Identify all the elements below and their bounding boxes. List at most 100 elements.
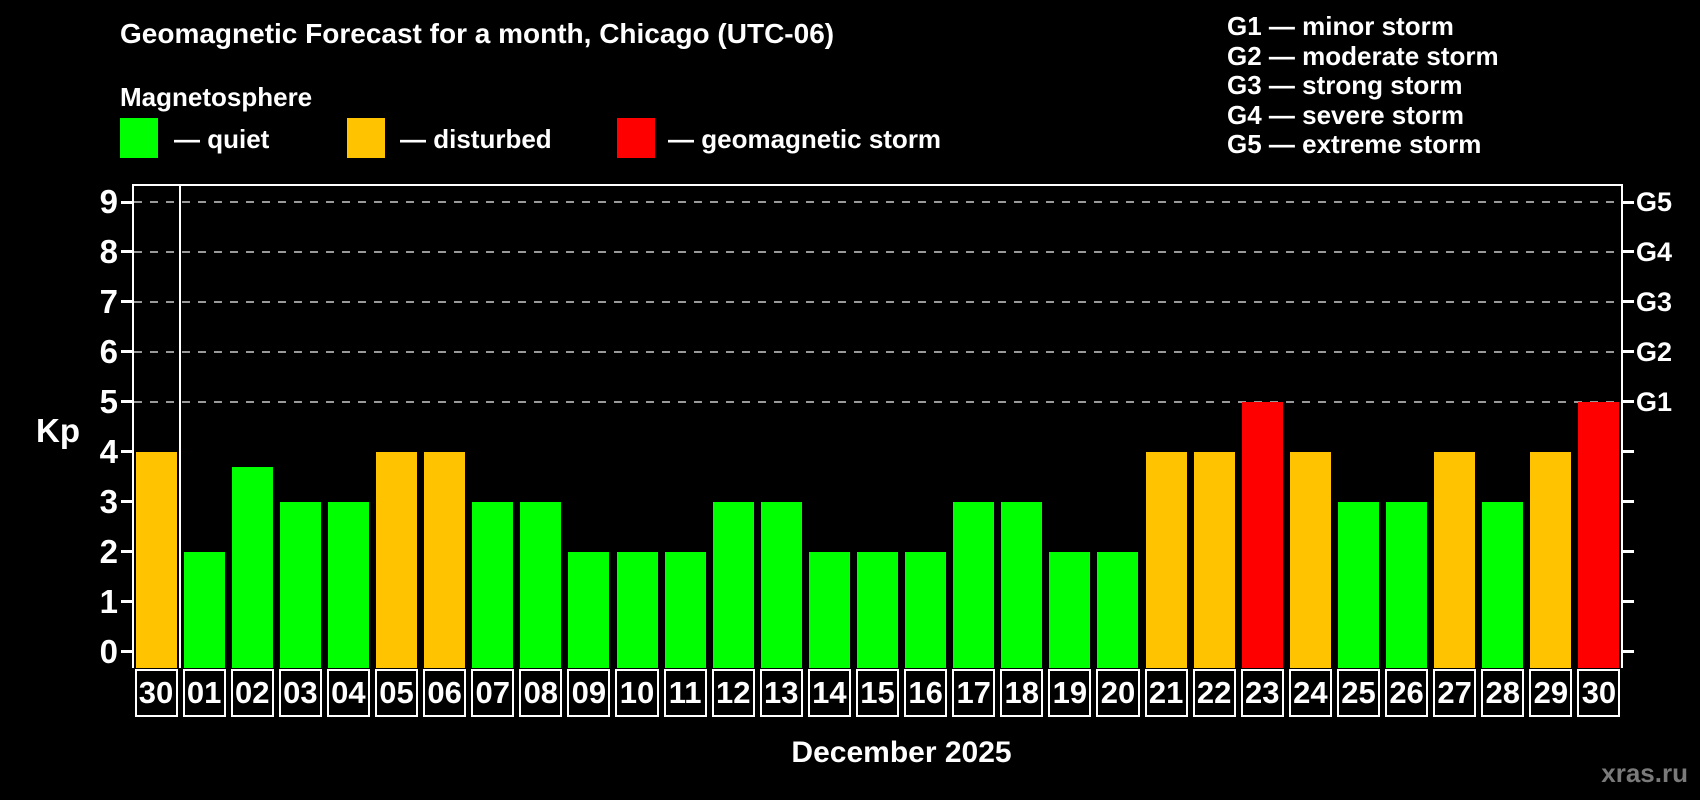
kp-bar-day-15: [857, 551, 898, 668]
chart-title: Geomagnetic Forecast for a month, Chicag…: [120, 18, 835, 49]
x-label-day-28: 28: [1481, 669, 1525, 717]
kp-bar-day-08: [520, 501, 562, 668]
y-label-3: 3: [99, 482, 118, 520]
tick-right-2: [1623, 550, 1634, 554]
tick-right-3: [1623, 500, 1634, 504]
x-label-day-26: 26: [1385, 669, 1429, 717]
tick-right-5: [1623, 400, 1634, 404]
tick-left-2: [121, 550, 132, 554]
kp-bar-day-22: [1193, 451, 1235, 668]
x-label-day-23: 23: [1240, 669, 1284, 717]
tick-left-0: [121, 650, 132, 653]
quiet-legend-swatch: [120, 118, 158, 158]
x-label-day-09: 09: [567, 669, 611, 717]
x-label-day-04: 04: [326, 669, 370, 717]
x-label-day-02: 02: [230, 669, 274, 717]
x-label-day-24: 24: [1288, 669, 1332, 717]
kp-bar-day-26: [1386, 501, 1428, 668]
tick-right-9: [1623, 200, 1634, 204]
kp-bar-day-17: [953, 501, 995, 668]
kp-bar-day-04: [327, 501, 369, 668]
storm-scale-line-g5: G5 — extreme storm: [1227, 129, 1482, 159]
g-label-g1: G1: [1636, 386, 1673, 417]
watermark: xras.ru: [1601, 758, 1688, 788]
storm-scale-legend: G1 — minor storm G2 — moderate storm G3 — …: [1227, 11, 1499, 160]
y-label-5: 5: [99, 382, 118, 420]
x-label-day-08: 08: [519, 669, 563, 717]
kp-bar-day-05: [376, 451, 418, 668]
kp-bar-day-16: [905, 551, 947, 668]
x-label-day-14: 14: [807, 669, 851, 717]
x-label-day-16: 16: [904, 669, 948, 717]
x-label-day-12: 12: [711, 669, 755, 717]
y-axis-title: Kp: [36, 412, 80, 449]
disturbed-legend-swatch: [347, 118, 385, 158]
x-label-day-07: 07: [471, 669, 515, 717]
tick-left-5: [121, 400, 132, 404]
tick-left-4: [121, 450, 132, 454]
y-label-2: 2: [99, 532, 118, 570]
tick-right-7: [1623, 300, 1634, 304]
kp-bar-day-09: [568, 551, 610, 668]
g-label-g4: G4: [1636, 236, 1673, 267]
kp-bar-day-11: [664, 551, 706, 668]
kp-bar-day-19: [1049, 551, 1091, 668]
kp-bar-day-30: [135, 451, 177, 668]
kp-bar-day-27: [1434, 451, 1476, 668]
kp-bar-day-24: [1289, 451, 1331, 668]
x-label-day-11: 11: [663, 669, 707, 717]
tick-left-7: [121, 300, 132, 304]
x-label-day-29: 29: [1529, 669, 1573, 717]
tick-right-8: [1623, 250, 1634, 254]
x-label-day-13: 13: [759, 669, 803, 717]
kp-bar-day-20: [1097, 551, 1139, 668]
y-label-9: 9: [99, 183, 118, 221]
gridline-kp-5: [134, 400, 1621, 403]
x-label-day-19: 19: [1048, 669, 1092, 717]
y-label-8: 8: [99, 232, 118, 270]
x-label-day-06: 06: [423, 669, 467, 717]
disturbed-legend-label: — disturbed: [400, 124, 552, 154]
x-label-day-05: 05: [374, 669, 419, 717]
x-label-day-20: 20: [1096, 669, 1140, 717]
kp-bar-day-06: [424, 451, 466, 668]
y-label-6: 6: [99, 332, 118, 370]
chart-subtitle: Magnetosphere: [120, 82, 313, 112]
storm-legend-swatch: [617, 118, 655, 158]
tick-left-9: [121, 200, 132, 204]
plot-frame: [132, 184, 1623, 668]
kp-bar-day-29: [1530, 451, 1572, 668]
kp-bar-day-07: [472, 501, 514, 668]
tick-right-4: [1623, 450, 1634, 454]
tick-left-8: [121, 250, 132, 254]
kp-bar-day-23: [1241, 401, 1283, 668]
y-label-1: 1: [99, 582, 118, 620]
storm-legend-label: — geomagnetic storm: [668, 124, 942, 154]
tick-left-3: [121, 500, 132, 504]
storm-scale-line-g1: G1 — minor storm: [1227, 11, 1454, 41]
month-separator-line: [179, 184, 182, 668]
gridline-kp-6: [134, 350, 1621, 353]
y-label-7: 7: [99, 282, 118, 320]
storm-scale-line-g3: G3 — strong storm: [1227, 70, 1463, 100]
x-label-day-10: 10: [615, 669, 659, 717]
kp-bar-day-21: [1145, 451, 1187, 668]
g-label-g3: G3: [1636, 286, 1673, 317]
x-label-day-01: 01: [182, 669, 226, 717]
x-label-day-30: 30: [1577, 669, 1621, 717]
kp-bar-day-01: [183, 551, 225, 668]
x-label-day-03: 03: [278, 669, 322, 717]
tick-left-6: [121, 350, 132, 354]
y-label-0: 0: [99, 632, 118, 670]
x-label-day-27: 27: [1433, 669, 1477, 717]
tick-right-0: [1623, 650, 1634, 653]
x-label-day-17: 17: [952, 669, 996, 717]
kp-bar-day-02: [231, 466, 273, 668]
g-label-g2: G2: [1636, 336, 1673, 367]
x-label-day-15: 15: [855, 669, 900, 717]
gridline-kp-8: [134, 250, 1621, 253]
tick-right-6: [1623, 350, 1634, 354]
gridline-kp-9: [134, 201, 1621, 204]
y-label-4: 4: [99, 432, 118, 470]
